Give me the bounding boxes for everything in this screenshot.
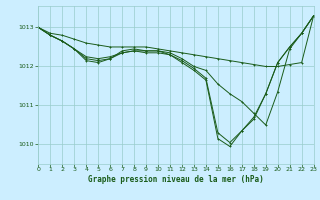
X-axis label: Graphe pression niveau de la mer (hPa): Graphe pression niveau de la mer (hPa) xyxy=(88,175,264,184)
